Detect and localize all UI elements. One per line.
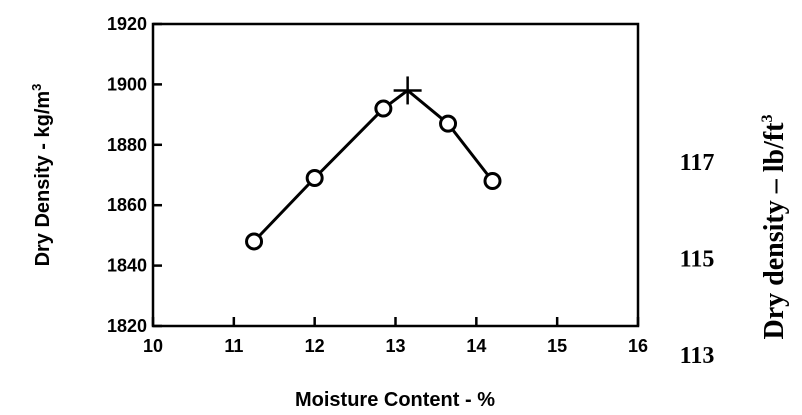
y-tick-label: 1820 [107, 316, 147, 336]
secondary-y-tick-label: 117 [680, 150, 715, 176]
compaction-curve [252, 88, 494, 243]
data-point [245, 232, 264, 251]
secondary-y-axis-title-superscript: 3 [759, 115, 776, 123]
y-axis-title: Dry Density - kg/m3 [29, 84, 54, 267]
secondary-y-axis-title-main: Dry density – lb/ft [759, 122, 790, 340]
data-point [483, 172, 502, 191]
y-tick-label: 1900 [107, 74, 147, 94]
y-axis-title-superscript: 3 [29, 84, 44, 91]
secondary-y-axis-ticks: 117 115 113 [680, 150, 715, 369]
x-tick-label: 12 [305, 336, 325, 356]
x-axis-title: Moisture Content - % [295, 389, 495, 411]
data-point [305, 169, 324, 188]
x-tick-label: 14 [466, 336, 486, 356]
y-tick-label: 1880 [107, 135, 147, 155]
secondary-y-tick-label: 113 [680, 343, 715, 369]
y-axis-ticks: 1820 1840 1860 1880 1900 1920 [107, 14, 162, 336]
x-tick-label: 16 [628, 336, 648, 356]
y-tick-label: 1920 [107, 14, 147, 34]
secondary-y-axis-title: Dry density – lb/ft3 [759, 115, 790, 340]
x-tick-label: 13 [385, 336, 405, 356]
y-tick-label: 1840 [107, 256, 147, 276]
data-point [374, 99, 393, 118]
plot-frame [151, 22, 640, 328]
y-axis-title-main: Dry Density - kg/m [32, 91, 54, 267]
data-points [245, 99, 502, 251]
secondary-y-tick-label: 115 [680, 246, 715, 272]
peak-marker [393, 76, 422, 105]
y-tick-label: 1860 [107, 195, 147, 215]
x-tick-label: 15 [547, 336, 567, 356]
x-tick-label: 10 [143, 336, 163, 356]
x-tick-label: 11 [224, 336, 243, 356]
data-point [439, 114, 458, 133]
x-axis-ticks: 10 11 12 13 14 15 16 [143, 317, 648, 356]
